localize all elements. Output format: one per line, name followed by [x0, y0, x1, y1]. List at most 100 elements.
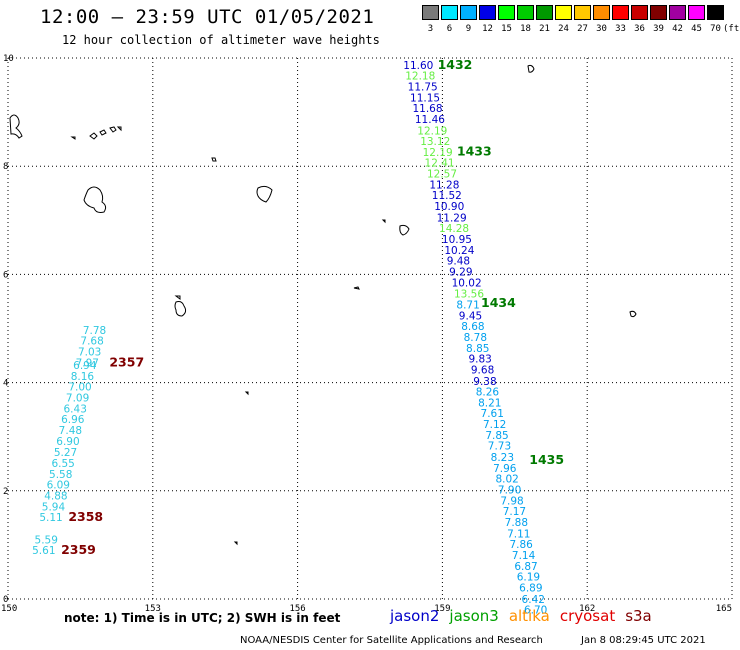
- wave-height-value: 7.98: [500, 495, 523, 507]
- island-outline: [381, 219, 386, 224]
- wave-height-value: 11.46: [415, 114, 445, 126]
- color-swatch: [631, 5, 648, 20]
- color-swatch: [669, 5, 686, 20]
- wave-height-value: 9.48: [447, 256, 470, 268]
- wave-height-value: 7.61: [481, 408, 504, 420]
- wave-height-value: 7.48: [59, 425, 82, 437]
- wave-height-value: 9.83: [468, 354, 491, 366]
- wave-height-value: 11.28: [429, 179, 459, 191]
- wave-height-value: 11.15: [410, 92, 440, 104]
- wave-height-value: 6.19: [517, 572, 540, 584]
- credit-text: NOAA/NESDIS Center for Satellite Applica…: [240, 635, 543, 646]
- wave-height-value: 10.24: [444, 245, 474, 257]
- longitude-tick-label: 156: [289, 604, 305, 614]
- latitude-tick-label: 8: [3, 162, 8, 172]
- island-outline: [399, 224, 410, 236]
- color-scale-label: 42: [672, 24, 683, 34]
- color-swatch: [593, 5, 610, 20]
- wave-height-value: 7.09: [66, 393, 89, 405]
- color-scale-unit: (ft): [723, 24, 740, 34]
- color-swatch: [650, 5, 667, 20]
- generated-date: Jan 8 08:29:45 UTC 2021: [581, 635, 706, 646]
- wave-height-value: 7.00: [68, 382, 91, 394]
- wave-height-value: 13.12: [420, 136, 450, 148]
- wave-height-value: 6.90: [56, 436, 79, 448]
- time-markers: 1432 1433 1434 1435 2357 2358 2359: [61, 57, 564, 557]
- color-swatch: [422, 5, 439, 20]
- wave-height-value: 10.95: [442, 234, 472, 246]
- wave-height-value: 11.75: [408, 81, 438, 93]
- latitude-tick-label: 10: [3, 54, 14, 64]
- island-outline: [527, 64, 535, 73]
- time-marker: 2357: [109, 354, 144, 369]
- wave-height-value: 10.90: [434, 201, 464, 213]
- longitude-tick-label: 150: [1, 604, 17, 614]
- color-scale-label: 18: [520, 24, 531, 34]
- wave-height-value: 7.88: [505, 517, 528, 529]
- wave-height-value: 12.19: [423, 147, 453, 159]
- island-outline: [83, 186, 107, 213]
- time-marker: 1434: [481, 295, 516, 310]
- color-swatch: [574, 5, 591, 20]
- legend-entry: altika: [508, 607, 550, 625]
- wave-height-value: 11.52: [432, 190, 462, 202]
- island-outline: [629, 310, 637, 318]
- island-outline: [233, 541, 238, 546]
- color-swatch: [707, 5, 724, 20]
- color-scale-label: 27: [577, 24, 588, 34]
- island-outline: [9, 114, 23, 139]
- wave-height-value: 8.26: [476, 387, 500, 399]
- wave-height-value: 6.94: [73, 360, 97, 372]
- longitude-tick-label: 153: [145, 604, 161, 614]
- color-scale-label: 6: [446, 24, 453, 34]
- wave-height-value: 6.89: [519, 582, 542, 594]
- footnote: note: 1) Time is in UTC; 2) SWH is in fe…: [64, 611, 341, 625]
- wave-height-value: 11.68: [412, 103, 442, 115]
- wave-height-value: 7.97: [76, 357, 99, 369]
- graticule: [7, 57, 733, 600]
- wave-height-value: 12.41: [425, 158, 455, 170]
- wave-height-value: 8.16: [71, 371, 95, 383]
- wave-height-value: 7.14: [512, 550, 536, 562]
- color-swatch: [517, 5, 534, 20]
- wave-height-value: 5.61: [32, 545, 55, 557]
- wave-height-value: 4.88: [44, 490, 67, 502]
- wave-height-value: 7.78: [83, 325, 106, 337]
- wave-height-value: 7.68: [80, 336, 103, 348]
- wave-height-value: 5.27: [54, 447, 77, 459]
- color-scale-label: 21: [539, 24, 550, 34]
- wave-height-value: 5.94: [42, 501, 66, 513]
- latitude-tick-label: 6: [3, 270, 8, 280]
- color-scale-label: 39: [653, 24, 664, 34]
- legend-entry: cryosat: [559, 607, 616, 625]
- island-outline: [99, 129, 107, 136]
- island-outline: [89, 132, 98, 140]
- wave-height-value: 6.87: [514, 561, 537, 573]
- legend-entry: jason3: [449, 607, 499, 625]
- wave-height-value: 8.68: [461, 321, 484, 333]
- island-outline: [174, 295, 181, 300]
- wave-height-value: 7.85: [485, 430, 508, 442]
- wave-height-value: 6.70: [524, 605, 547, 617]
- wave-height-value: 6.55: [51, 458, 74, 470]
- wave-height-value: 6.96: [61, 414, 85, 426]
- color-swatch: [612, 5, 629, 20]
- satellite-legend: jason2 jason3 altika cryosat s3a: [390, 607, 662, 625]
- color-scale-label: 30: [596, 24, 607, 34]
- observation-track: 11.6012.1811.7511.1511.6811.4612.1913.12…: [32, 60, 547, 617]
- wave-height-value: 6.43: [64, 403, 87, 415]
- wave-height-value: 8.71: [456, 299, 479, 311]
- latitude-tick-label: 0: [3, 595, 8, 605]
- wave-height-value: 12.19: [417, 125, 447, 137]
- color-scale-label: 24: [558, 24, 569, 34]
- wave-height-value: 8.23: [491, 452, 514, 464]
- color-scale-label: 15: [501, 24, 512, 34]
- color-swatch: [536, 5, 553, 20]
- time-marker: 1433: [457, 143, 492, 158]
- color-swatch: [688, 5, 705, 20]
- color-swatch: [555, 5, 572, 20]
- wave-height-value: 11.60: [403, 60, 433, 72]
- wave-height-value: 14.28: [439, 223, 469, 235]
- time-marker: 1435: [529, 452, 564, 467]
